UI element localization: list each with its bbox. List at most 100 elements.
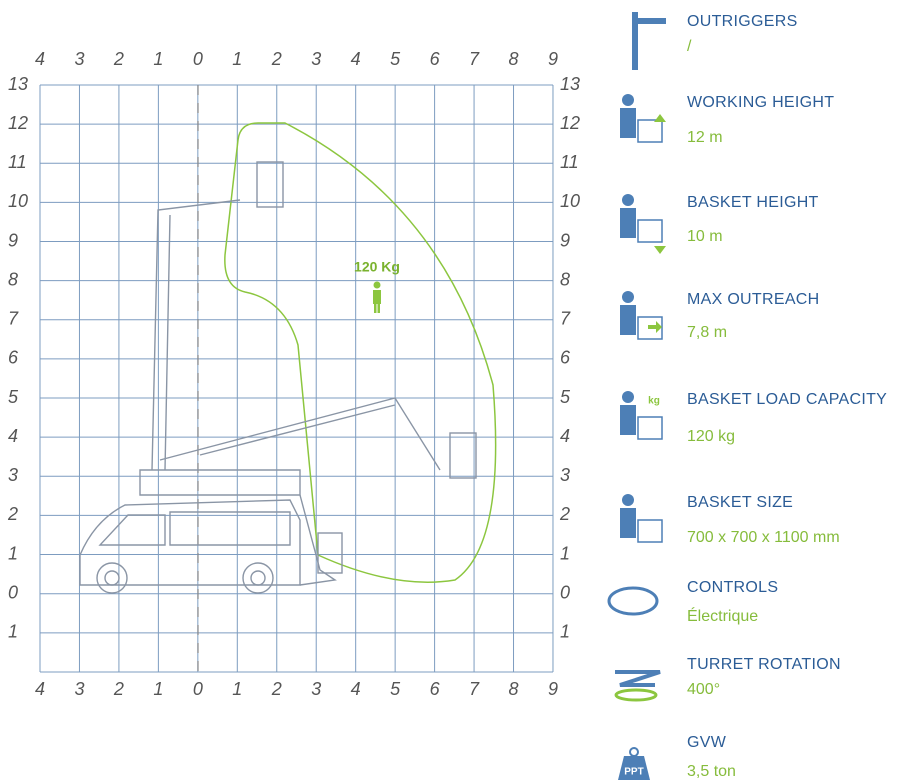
spec-value: 10 m	[687, 228, 723, 245]
icon-label: PPT	[624, 767, 643, 778]
x-axis-label: 3	[74, 49, 84, 69]
icon-shape	[622, 291, 634, 303]
spec-icon	[607, 586, 659, 616]
x-axis-label: 2	[113, 49, 124, 69]
icon-shape	[648, 321, 662, 333]
icon-shape	[620, 508, 636, 538]
spec-title: OUTRIGGERS	[687, 13, 798, 30]
y-axis-label: 3	[8, 465, 18, 485]
y-axis-label: 6	[8, 348, 19, 368]
spec-value: 12 m	[687, 129, 723, 146]
y-axis-label: 13	[560, 74, 580, 94]
x-axis-label: 6	[430, 679, 441, 699]
spec-title: MAX OUTREACH	[687, 291, 820, 308]
icon-shape	[637, 219, 663, 243]
icon-shape	[620, 208, 636, 238]
y-axis-label: 1	[8, 543, 18, 563]
icon-shape	[629, 747, 639, 757]
x-axis-label: 2	[113, 679, 124, 699]
x-axis-label: 4	[35, 49, 45, 69]
y-axis-label: 11	[560, 152, 579, 172]
y-axis-label: 2	[7, 504, 18, 524]
spec-value: Électrique	[687, 606, 758, 625]
icon-shape	[654, 246, 666, 254]
x-axis-label: 5	[390, 679, 401, 699]
y-axis-label: 5	[560, 387, 571, 407]
x-axis-label: 2	[271, 49, 282, 69]
spec-icon	[620, 291, 663, 340]
x-axis-label: 8	[509, 679, 519, 699]
spec-title: BASKET LOAD CAPACITY	[687, 391, 887, 408]
x-axis-label: 9	[548, 679, 558, 699]
x-axis-label: 4	[351, 49, 361, 69]
icon-shape	[607, 586, 659, 616]
icon-shape	[615, 670, 661, 687]
y-axis-label: 10	[560, 191, 580, 211]
y-axis-label: 4	[560, 426, 570, 446]
spec-title: TURRET ROTATION	[687, 656, 841, 673]
spec-value: 3,5 ton	[687, 763, 736, 780]
x-axis-label: 8	[509, 49, 519, 69]
icon-shape	[637, 519, 663, 543]
y-axis-label: 8	[560, 269, 570, 289]
icon-shape	[638, 18, 666, 24]
icon-shape	[620, 108, 636, 138]
x-axis-label: 7	[469, 49, 480, 69]
x-axis-label: 2	[271, 679, 282, 699]
working-envelope	[224, 122, 497, 583]
icon-shape	[622, 391, 634, 403]
grid	[39, 84, 554, 673]
y-axis-label: 12	[560, 113, 580, 133]
spec-icon	[632, 12, 666, 70]
x-axis-label: 0	[193, 49, 203, 69]
person-icon	[373, 281, 381, 313]
x-axis-label: 4	[35, 679, 45, 699]
x-axis-label: 7	[469, 679, 480, 699]
icon-shape	[618, 756, 650, 780]
y-axis-label: 9	[8, 230, 18, 250]
y-axis-label: 4	[8, 426, 18, 446]
icon-shape	[637, 316, 663, 340]
spec-title: BASKET SIZE	[687, 494, 793, 511]
x-axis-label: 1	[232, 679, 242, 699]
y-axis-label: 6	[560, 348, 571, 368]
y-axis-label: 2	[559, 504, 570, 524]
truck	[79, 161, 477, 594]
spec-icon: kg	[620, 391, 663, 440]
icon-shape	[620, 405, 636, 435]
spec-title: CONTROLS	[687, 579, 778, 596]
x-axis-label: 5	[390, 49, 401, 69]
x-axis-label: 9	[548, 49, 558, 69]
spec-icon	[620, 494, 663, 543]
spec-value: 700 x 700 x 1100 mm	[687, 529, 840, 546]
x-axis-label: 6	[430, 49, 441, 69]
y-axis-label: 7	[560, 309, 571, 329]
spec-title: GVW	[687, 734, 727, 751]
spec-icon	[620, 194, 666, 254]
y-axis-label: 0	[560, 582, 570, 602]
spec-title: BASKET HEIGHT	[687, 194, 819, 211]
y-axis-label: 3	[560, 465, 570, 485]
icon-shape	[632, 12, 638, 70]
load-label: 120 Kg	[354, 259, 400, 275]
y-axis-label: 9	[560, 230, 570, 250]
spec-value: 120 kg	[687, 428, 735, 445]
y-axis-label: 13	[8, 74, 28, 94]
y-axis-label: 10	[8, 191, 28, 211]
spec-icons: kg PPT	[607, 12, 666, 780]
x-axis-label: 0	[193, 679, 203, 699]
icon-shape	[637, 119, 663, 143]
icon-shape	[622, 94, 634, 106]
y-axis-label: 1	[560, 543, 570, 563]
x-axis-label: 3	[311, 679, 321, 699]
y-axis-label: 8	[8, 269, 18, 289]
x-axis-label: 3	[74, 679, 84, 699]
y-axis-label: 11	[8, 152, 27, 172]
x-axis-label: 4	[351, 679, 361, 699]
spec-icon: PPT	[618, 747, 650, 780]
icon-shape	[637, 416, 663, 440]
spec-value: 7,8 m	[687, 324, 727, 341]
x-axis-label: 1	[153, 49, 163, 69]
icon-shape	[622, 194, 634, 206]
